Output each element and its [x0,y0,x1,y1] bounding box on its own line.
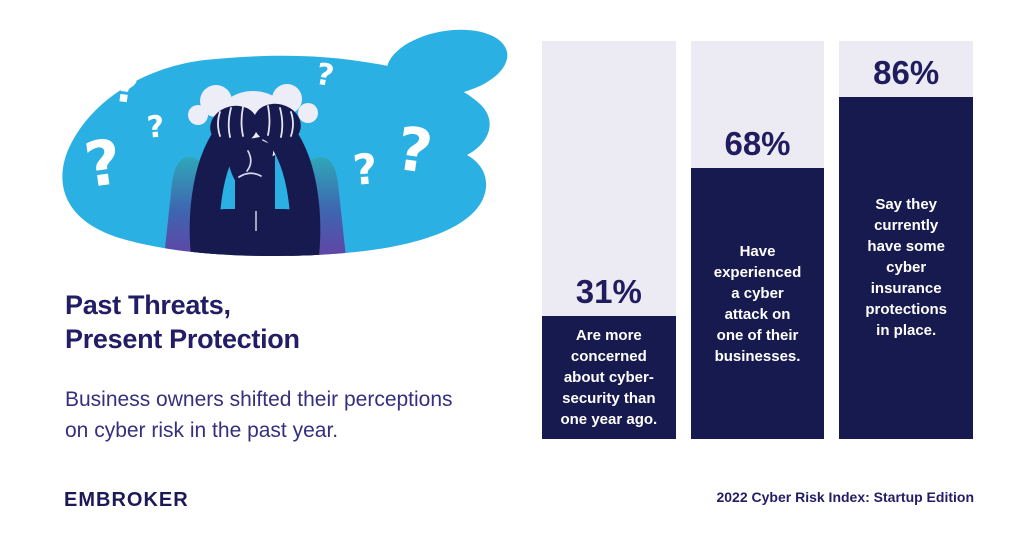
face-details [232,139,273,178]
title-line-1: Past Threats, [65,290,231,320]
bar-fill-1: Are more concerned about cyber- security… [542,315,676,439]
page-title: Past Threats, Present Protection [65,288,300,356]
question-mark-icon: ? [111,61,142,114]
bar-column-2: 68% Have experienced a cyber attack on o… [690,41,825,439]
blob-illustration-svg [62,29,508,257]
bar-fill-3: Say they currently have some cyber insur… [839,96,974,439]
source-citation: 2022 Cyber Risk Index: Startup Edition [716,489,974,505]
main-blob-shape [62,55,490,257]
bar-value-label-1: 31% [575,272,642,310]
person-figure [163,84,347,257]
torso [197,208,313,257]
embroker-logo: EMBROKER [64,489,189,511]
bar-column-3: 86% Say they currently have some cyber i… [839,41,974,439]
question-mark-icon: ? [145,109,166,146]
right-hand [253,103,301,145]
left-hand [210,105,258,147]
finger-lines [217,105,294,138]
bar-value-label-2: 68% [724,125,791,163]
title-line-2: Present Protection [65,324,300,354]
page-subtitle: Business owners shifted their perception… [65,388,453,442]
bar-chart: 31% Are more concerned about cyber- secu… [542,41,974,439]
question-mark-icon: ? [350,144,380,195]
bar-description-3: Say they currently have some cyber insur… [865,196,948,340]
bar-description-2: Have experienced a cyber attack on one o… [713,242,802,365]
stressed-person-illustration: ? ? ? ? ? ? [35,5,525,265]
bar-value-label-3: 86% [873,53,940,91]
bar-column-1: 31% Are more concerned about cyber- secu… [542,41,676,439]
bar-fill-2: Have experienced a cyber attack on one o… [690,168,825,439]
bar-description-1: Are more concerned about cyber- security… [560,326,658,428]
thought-bubble-shape [386,29,508,97]
